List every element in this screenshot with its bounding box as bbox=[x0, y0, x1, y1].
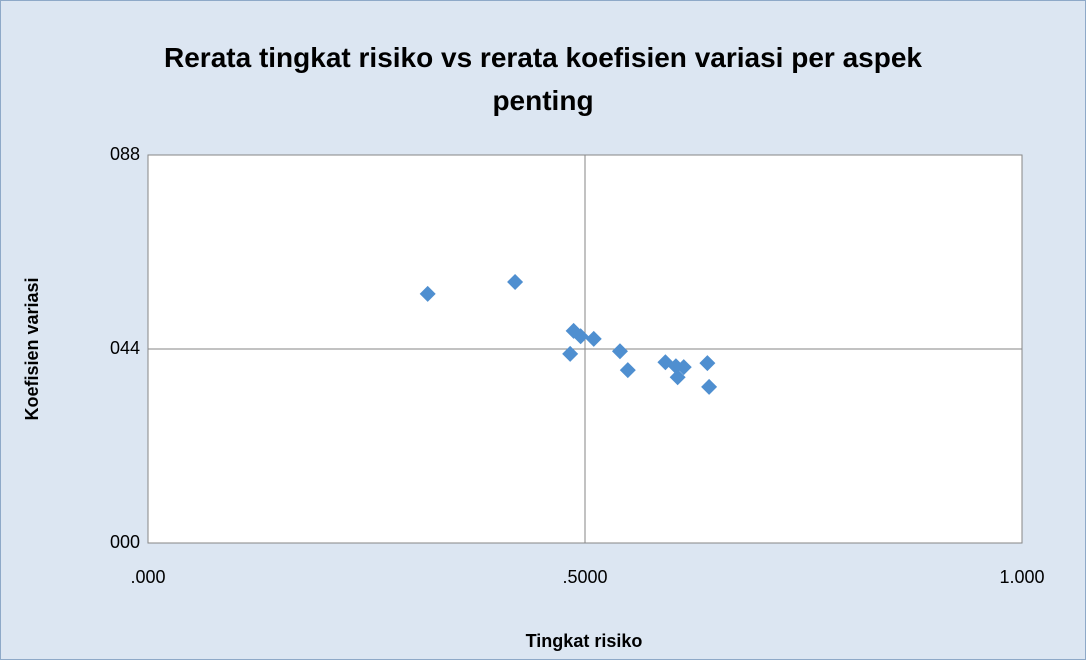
data-point bbox=[675, 359, 692, 376]
y-tick-label: 044 bbox=[110, 338, 140, 358]
x-tick-label: .000 bbox=[130, 567, 165, 587]
x-tick-label: 1.000 bbox=[999, 567, 1044, 587]
y-tick-label: 088 bbox=[110, 144, 140, 164]
data-point bbox=[699, 355, 716, 372]
y-tick-label: 000 bbox=[110, 532, 140, 552]
data-point bbox=[419, 285, 436, 302]
x-tick-label: .5000 bbox=[562, 567, 607, 587]
data-point bbox=[701, 378, 718, 395]
y-axis-label: Koefisien variasi bbox=[22, 277, 42, 420]
data-point bbox=[572, 328, 589, 345]
x-axis-label: Tingkat risiko bbox=[526, 631, 643, 651]
data-point bbox=[669, 369, 686, 386]
data-point bbox=[507, 273, 524, 290]
data-point bbox=[619, 362, 636, 379]
data-point bbox=[611, 343, 628, 360]
data-point bbox=[562, 345, 579, 362]
chart-title: Rerata tingkat risiko vs rerata koefisie… bbox=[164, 42, 922, 116]
data-point bbox=[585, 330, 602, 347]
